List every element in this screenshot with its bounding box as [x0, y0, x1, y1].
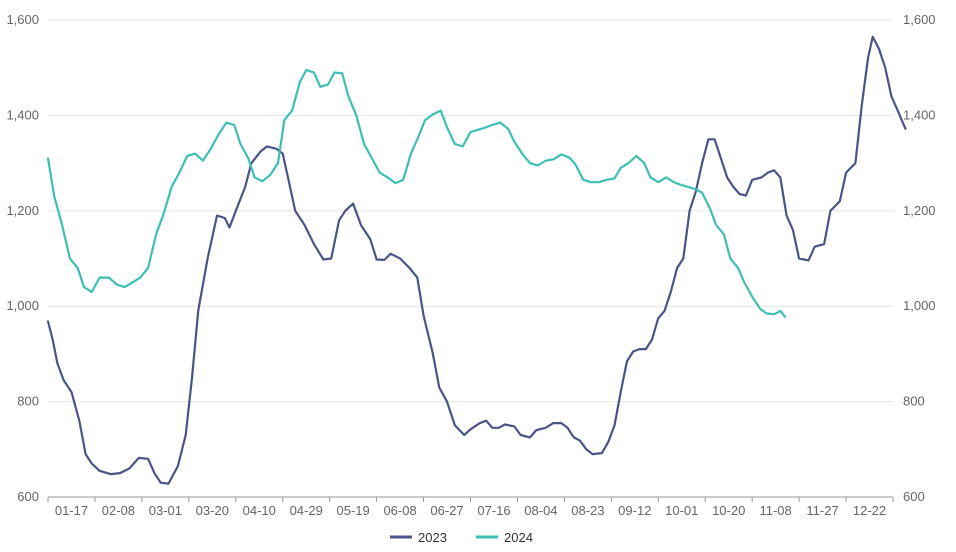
x-tick-label: 06-27 — [430, 503, 463, 518]
x-tick-label: 03-01 — [149, 503, 182, 518]
legend-item-2023[interactable]: 2023 — [390, 530, 447, 545]
y-tick-label-right: 1,200 — [903, 203, 936, 218]
x-tick-label: 12-22 — [853, 503, 886, 518]
legend: 2023 2024 — [390, 530, 533, 545]
y-tick-label-right: 800 — [903, 394, 925, 409]
x-tick-label: 10-01 — [665, 503, 698, 518]
x-tick-label: 01-17 — [55, 503, 88, 518]
x-tick-label: 09-12 — [618, 503, 651, 518]
x-tick-label: 08-04 — [524, 503, 557, 518]
legend-label-2023: 2023 — [418, 530, 447, 545]
series-line-2024 — [46, 69, 787, 318]
y-tick-label-left: 1,000 — [6, 298, 39, 313]
x-tick-label: 05-19 — [337, 503, 370, 518]
y-tick-label-left: 1,200 — [6, 203, 39, 218]
legend-item-2024[interactable]: 2024 — [476, 530, 533, 545]
x-tick-label: 03-20 — [196, 503, 229, 518]
axes: 600 600 800 800 1,000 1,000 1,200 1,200 1,400 1,4… — [6, 12, 935, 518]
y-tick-label-right: 600 — [903, 489, 925, 504]
y-tick-label-right: 1,400 — [903, 107, 936, 122]
y-tick-label-left: 1,600 — [6, 12, 39, 27]
series-line-2023 — [46, 35, 907, 485]
series-lines — [46, 35, 907, 485]
x-tick-label: 10-20 — [712, 503, 745, 518]
x-tick-label: 11-08 — [759, 503, 791, 518]
legend-label-2024: 2024 — [504, 530, 533, 545]
x-tick-label: 06-08 — [383, 503, 416, 518]
x-tick-label: 11-27 — [806, 503, 838, 518]
x-tick-label: 04-10 — [243, 503, 276, 518]
y-tick-label-right: 1,600 — [903, 12, 936, 27]
grid-lines — [48, 19, 893, 403]
y-tick-label-left: 1,400 — [6, 107, 39, 122]
x-tick-label: 08-23 — [571, 503, 604, 518]
x-tick-label: 02-08 — [102, 503, 135, 518]
y-tick-label-right: 1,000 — [903, 298, 936, 313]
x-tick-label: 04-29 — [290, 503, 323, 518]
x-tick-label: 07-16 — [477, 503, 510, 518]
y-tick-label-left: 600 — [17, 489, 39, 504]
y-tick-label-left: 800 — [17, 394, 39, 409]
